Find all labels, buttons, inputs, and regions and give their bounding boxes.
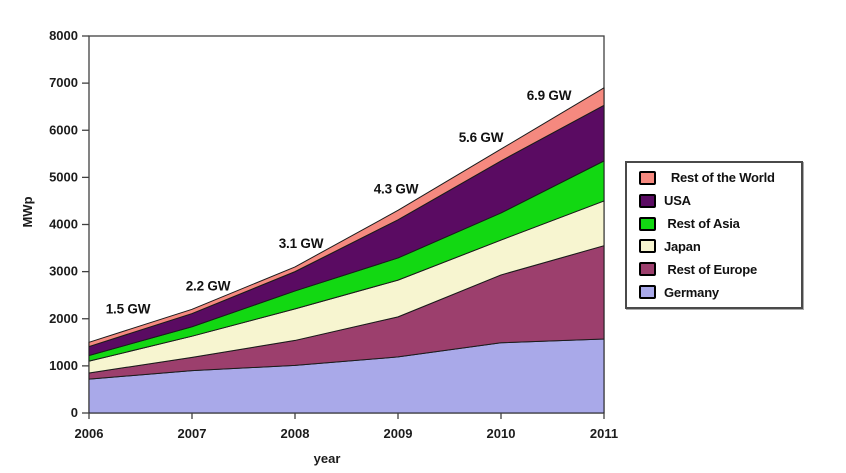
annotation-label: 5.6 GW [459,130,504,145]
y-tick-label: 8000 [49,28,78,43]
y-tick-label: 7000 [49,75,78,90]
annotation-label: 6.9 GW [527,88,572,103]
legend-swatch [639,216,656,231]
x-tick-label: 2007 [178,426,207,441]
x-tick-label: 2009 [384,426,413,441]
y-tick-label: 6000 [49,122,78,137]
y-axis-title: MWp [20,196,35,227]
y-tick-label: 1000 [49,358,78,373]
y-tick-label: 0 [71,405,78,420]
x-tick-label: 2011 [590,426,618,441]
legend-item: Germany [639,282,801,302]
legend-swatch [639,262,656,277]
x-tick-label: 2006 [75,426,104,441]
legend-swatch [639,239,656,254]
x-axis-title: year [314,451,341,466]
legend-item: Rest of Europe [639,259,801,279]
y-tick-label: 2000 [49,311,78,326]
legend-swatch [639,193,656,208]
x-tick-label: 2008 [281,426,310,441]
legend-item: Japan [639,236,801,256]
y-tick-label: 4000 [49,217,78,232]
legend-item: Rest of the World [639,168,801,188]
y-tick-label: 5000 [49,169,78,184]
area-rest-of-the-world [88,87,605,348]
legend-item-label: USA [664,193,691,209]
legend-item-label: Germany [664,284,719,300]
legend-item-label: Rest of Europe [664,261,758,277]
legend-item-label: Rest of Asia [664,216,740,232]
legend: Rest of the World USA Rest of Asia Japan R… [625,161,803,309]
x-tick-label: 2010 [487,426,516,441]
legend-swatch [639,285,656,300]
annotation-label: 1.5 GW [106,301,151,316]
legend-item: Rest of Asia [639,214,801,234]
y-tick-label: 3000 [49,264,78,279]
legend-item-label: Rest of the World [664,170,775,186]
legend-swatch [639,170,656,185]
legend-item-label: Japan [664,238,701,254]
annotation-label: 4.3 GW [374,181,419,196]
legend-item: USA [639,191,801,211]
annotation-label: 2.2 GW [186,278,231,293]
annotation-label: 3.1 GW [279,236,324,251]
